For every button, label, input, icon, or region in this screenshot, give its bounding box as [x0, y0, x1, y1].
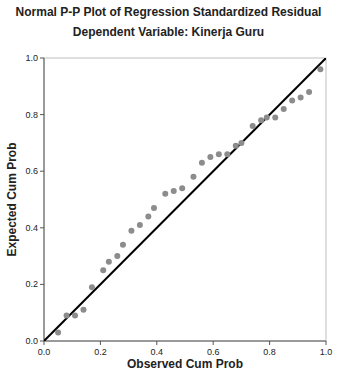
- x-tick: [44, 341, 45, 345]
- y-tick-label: 0.2: [25, 279, 38, 289]
- point: [89, 284, 95, 290]
- point: [317, 66, 323, 72]
- x-tick-label: 0.0: [38, 347, 51, 357]
- x-tick-label: 1.0: [320, 347, 333, 357]
- x-axis-label: Observed Cum Prob: [127, 357, 243, 371]
- point: [298, 95, 304, 101]
- y-tick: [40, 114, 44, 115]
- point: [238, 140, 244, 146]
- title: Normal P-P Plot of Regression Standardiz…: [16, 5, 322, 19]
- y-tick-label: 0.4: [25, 223, 38, 233]
- point: [120, 242, 126, 248]
- point: [207, 154, 213, 160]
- x-tick-label: 0.2: [94, 347, 107, 357]
- plot-frame: [44, 58, 326, 341]
- point: [224, 151, 230, 157]
- y-tick: [40, 171, 44, 172]
- x-tick: [100, 341, 101, 345]
- point: [250, 123, 256, 129]
- point: [162, 191, 168, 197]
- point: [106, 259, 112, 265]
- y-tick: [40, 284, 44, 285]
- y-tick-label: 0.0: [25, 336, 38, 346]
- point: [72, 313, 78, 319]
- x-tick: [326, 341, 327, 345]
- x-tick: [213, 341, 214, 345]
- y-tick: [40, 227, 44, 228]
- point: [80, 307, 86, 313]
- y-axis: [44, 58, 45, 341]
- point: [137, 222, 143, 228]
- y-tick-label: 0.8: [25, 110, 38, 120]
- x-tick: [156, 341, 157, 345]
- y-axis-label: Expected Cum Prob: [5, 142, 19, 256]
- point: [216, 151, 222, 157]
- point: [100, 267, 106, 273]
- point: [272, 114, 278, 120]
- point: [145, 213, 151, 219]
- point: [151, 205, 157, 211]
- point: [233, 143, 239, 149]
- point: [128, 228, 134, 234]
- y-tick-label: 1.0: [25, 53, 38, 63]
- x-tick-label: 0.4: [151, 347, 164, 357]
- x-tick: [269, 341, 270, 345]
- y-tick: [40, 341, 44, 342]
- background: [0, 0, 337, 373]
- x-axis: [44, 341, 326, 342]
- point: [306, 89, 312, 95]
- point: [199, 160, 205, 166]
- chart: Normal P-P Plot of Regression Standardiz…: [0, 0, 337, 373]
- point: [171, 188, 177, 194]
- point: [258, 117, 264, 123]
- point: [64, 313, 70, 319]
- x-tick-label: 0.8: [263, 347, 276, 357]
- y-tick-label: 0.6: [25, 166, 38, 176]
- point: [179, 185, 185, 191]
- reference-line: [44, 58, 326, 341]
- point: [289, 97, 295, 103]
- x-tick-label: 0.6: [207, 347, 220, 357]
- y-tick: [40, 58, 44, 59]
- point: [190, 174, 196, 180]
- plot-area: [44, 58, 326, 341]
- point: [55, 330, 61, 336]
- subtitle: Dependent Variable: Kinerja Guru: [73, 25, 264, 39]
- point: [114, 253, 120, 259]
- point: [264, 114, 270, 120]
- point: [281, 106, 287, 112]
